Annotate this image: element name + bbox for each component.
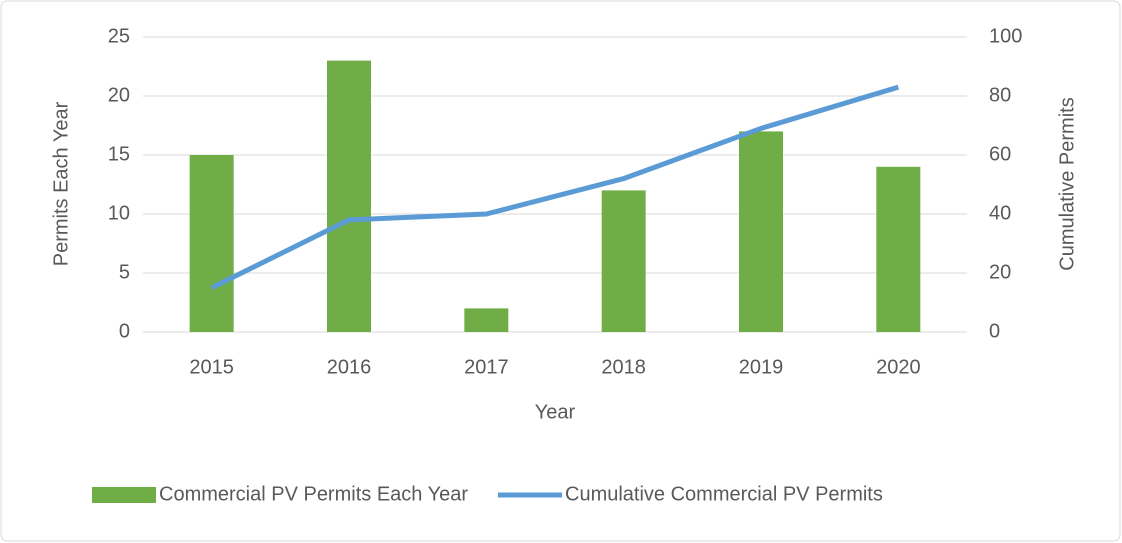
bar bbox=[739, 131, 783, 332]
y-tick-label: 0 bbox=[119, 320, 130, 342]
y-tick-label: 25 bbox=[108, 25, 130, 47]
y-tick-label: 5 bbox=[119, 261, 130, 283]
bar bbox=[327, 60, 371, 332]
legend-label: Commercial PV Permits Each Year bbox=[159, 483, 468, 505]
y-axis-label: Permits Each Year bbox=[50, 101, 72, 266]
x-tick-label: 2015 bbox=[189, 356, 234, 378]
line bbox=[210, 84, 900, 290]
bar bbox=[876, 166, 921, 332]
x-axis-label: Year bbox=[535, 401, 576, 423]
x-tick-label: 2019 bbox=[739, 356, 784, 378]
x-tick-label: 2017 bbox=[464, 356, 509, 378]
x-tick-label: 2016 bbox=[327, 356, 372, 378]
bar bbox=[189, 155, 234, 332]
y2-axis-label: Cumulative Permits bbox=[1056, 97, 1078, 270]
bar bbox=[601, 190, 646, 332]
y2-tick-label: 20 bbox=[989, 261, 1011, 283]
bar bbox=[464, 308, 509, 332]
y2-tick-label: 40 bbox=[989, 202, 1011, 224]
legend-label: Cumulative Commercial PV Permits bbox=[565, 483, 883, 505]
x-tick-label: 2018 bbox=[601, 356, 646, 378]
y2-tick-label: 60 bbox=[989, 143, 1011, 165]
y2-tick-label: 0 bbox=[989, 320, 1000, 342]
x-tick-label: 2020 bbox=[876, 356, 921, 378]
y-tick-label: 10 bbox=[108, 202, 130, 224]
y2-tick-label: 80 bbox=[989, 84, 1011, 106]
y-tick-label: 15 bbox=[108, 143, 130, 165]
legend-swatch bbox=[92, 487, 156, 503]
y2-tick-label: 100 bbox=[989, 25, 1022, 47]
y-tick-label: 20 bbox=[108, 84, 130, 106]
